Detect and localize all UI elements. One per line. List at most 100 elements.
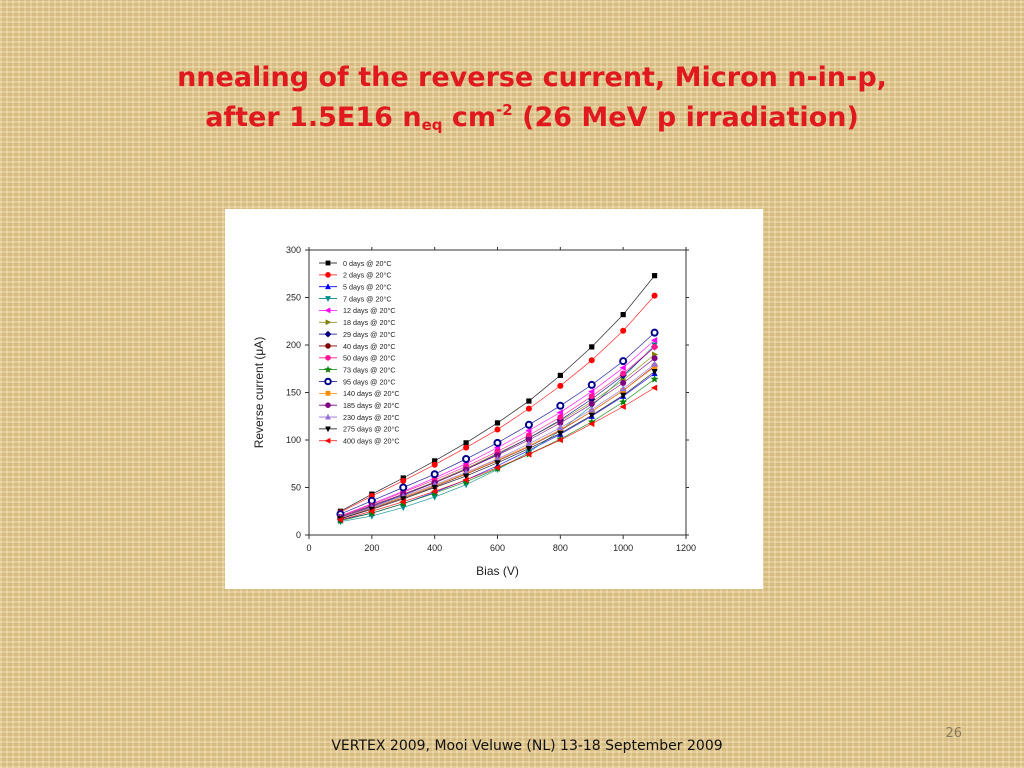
legend-item: 2 days @ 20°C <box>319 271 392 280</box>
chart-figure: 0 200 400 600 800 1000 1200 0 50 100 150 200 250 300 B… <box>225 209 763 589</box>
legend-marker <box>325 355 331 361</box>
legend-label: 140 days @ 20°C <box>343 389 400 398</box>
x-axis-label: Bias (V) <box>476 564 519 578</box>
data-point <box>463 440 469 446</box>
data-point <box>588 412 595 419</box>
series-16 <box>336 384 658 523</box>
y-tick-label: 0 <box>296 530 301 540</box>
title-line-2-pre: after 1.5E16 n <box>205 102 422 133</box>
y-tick-label: 300 <box>286 245 301 255</box>
slide-title: nnealing of the reverse current, Micron … <box>0 58 1024 138</box>
data-point <box>399 498 406 505</box>
data-point <box>651 369 658 376</box>
data-point <box>431 461 438 468</box>
legend-label: 230 days @ 20°C <box>343 413 400 422</box>
data-point <box>588 357 595 364</box>
x-tick-label: 200 <box>364 543 379 553</box>
page-number: 26 <box>945 726 962 741</box>
data-point <box>336 516 344 523</box>
data-point <box>589 344 595 350</box>
title-line-2-post: (26 MeV p irradiation) <box>512 102 859 133</box>
legend-item: 275 days @ 20°C <box>319 425 400 434</box>
data-point <box>525 427 532 434</box>
y-tick-label: 250 <box>286 293 301 303</box>
x-tick-label: 0 <box>306 543 311 553</box>
legend-item: 40 days @ 20°C <box>319 342 396 351</box>
data-point <box>620 327 627 334</box>
data-point <box>462 473 470 480</box>
data-point <box>620 385 627 392</box>
data-point <box>588 420 595 427</box>
legend-marker <box>324 377 332 386</box>
data-point <box>651 360 658 367</box>
data-point <box>651 343 658 350</box>
data-point <box>620 392 627 399</box>
data-point <box>432 458 438 464</box>
y-tick-label: 150 <box>286 388 301 398</box>
data-point <box>462 476 469 483</box>
data-point <box>494 460 501 467</box>
legend-label: 2 days @ 20°C <box>343 271 392 280</box>
data-point <box>368 508 375 515</box>
legend-marker <box>324 330 332 338</box>
data-point <box>619 364 626 371</box>
data-point <box>431 488 438 495</box>
footer-text: VERTEX 2009, Mooi Veluwe (NL) 13-18 Sept… <box>331 738 723 754</box>
x-tick-label: 400 <box>427 543 442 553</box>
legend-marker <box>324 365 332 373</box>
legend-marker <box>324 307 331 314</box>
data-point <box>494 452 501 459</box>
data-point <box>620 370 627 377</box>
legend-label: 12 days @ 20°C <box>343 306 396 315</box>
data-point <box>493 464 501 471</box>
data-point <box>588 400 595 407</box>
data-point <box>525 405 532 412</box>
legend-item: 140 days @ 20°C <box>319 389 400 398</box>
legend-marker <box>325 260 331 266</box>
data-point <box>619 403 626 410</box>
data-point <box>588 406 595 413</box>
data-point <box>651 292 658 299</box>
data-point <box>557 372 563 378</box>
legend-label: 5 days @ 20°C <box>343 283 392 292</box>
legend-marker <box>325 390 331 396</box>
data-point <box>430 470 439 479</box>
title-line-2: after 1.5E16 neq cm-2 (26 MeV p irradiat… <box>0 98 1024 138</box>
y-tick-label: 100 <box>286 435 301 445</box>
legend-label: 7 days @ 20°C <box>343 294 392 303</box>
title-subscript: eq <box>421 116 443 134</box>
data-point <box>556 436 563 444</box>
legend-item: 400 days @ 20°C <box>319 437 400 446</box>
data-point <box>525 440 533 447</box>
legend-label: 18 days @ 20°C <box>343 318 396 327</box>
data-point <box>524 420 533 429</box>
data-point <box>556 401 565 410</box>
legend-label: 400 days @ 20°C <box>343 437 400 446</box>
data-point <box>400 477 407 484</box>
data-point <box>431 484 438 492</box>
data-point <box>650 328 659 337</box>
title-line-2-mid: cm <box>442 102 497 133</box>
data-point <box>557 414 564 421</box>
data-point <box>588 388 595 395</box>
data-point <box>494 426 501 433</box>
data-point <box>651 364 658 370</box>
legend: 0 days @ 20°C 2 days @ 20°C 5 days @ 20°C 7… <box>319 259 400 446</box>
y-tick-label: 200 <box>286 340 301 350</box>
legend-item: 185 days @ 20°C <box>319 401 400 410</box>
legend-label: 185 days @ 20°C <box>343 401 400 410</box>
data-point <box>494 420 501 426</box>
data-point <box>462 455 471 463</box>
data-point <box>650 375 659 383</box>
legend-item: 5 days @ 20°C <box>319 283 392 292</box>
legend-marker <box>324 437 331 444</box>
data-point <box>588 393 595 400</box>
x-tick-label: 1200 <box>676 543 696 553</box>
legend-marker <box>325 272 331 278</box>
data-point <box>399 483 408 492</box>
title-superscript: -2 <box>496 101 513 119</box>
data-point <box>494 455 501 462</box>
legend-item: 73 days @ 20°C <box>319 365 396 374</box>
data-point <box>557 382 564 389</box>
title-line-1: nnealing of the reverse current, Micron … <box>177 62 887 93</box>
